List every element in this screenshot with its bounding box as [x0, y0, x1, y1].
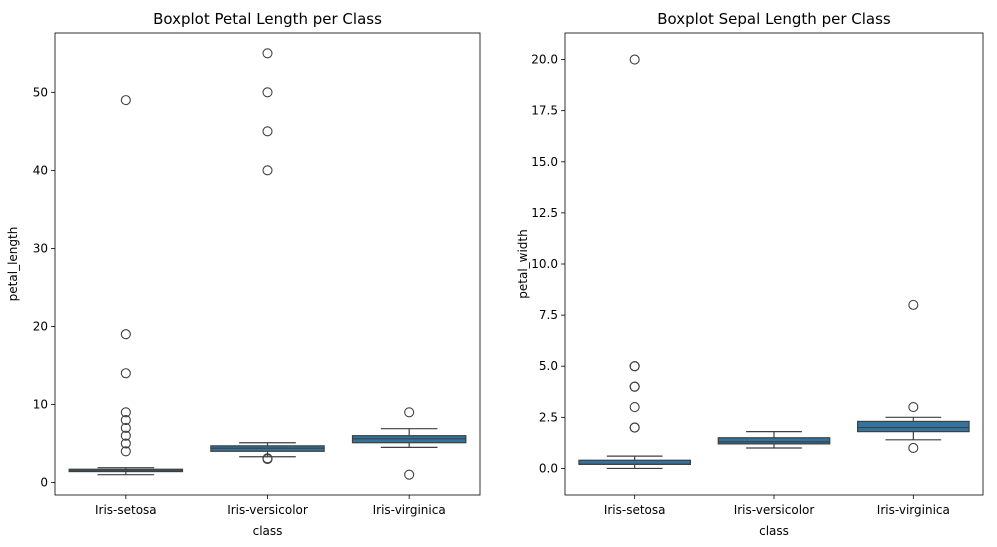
- panel-2-outlier-point: [629, 361, 640, 372]
- panel-1-y-tick-label: 30: [33, 241, 48, 255]
- panel-2-y-tick-label: 20.0: [531, 53, 558, 67]
- panel-1-outlier-point: [404, 407, 415, 418]
- panel-1-x-axis-label: class: [253, 524, 283, 538]
- panel-1-outlier-point: [120, 407, 131, 418]
- panel-2-box-iris-versicolor: [717, 437, 831, 445]
- panel-1-outlier-point: [120, 430, 131, 441]
- panel-2-y-tick-label: 0.0: [539, 461, 558, 475]
- panel-2-y-tick-label: 12.5: [531, 206, 558, 220]
- panel-2-outlier-point: [908, 299, 919, 310]
- panel-2-outlier-point: [908, 442, 919, 454]
- panel-1-outlier-point: [120, 368, 131, 379]
- panel-1-plot-frame: [54, 32, 481, 496]
- panel-2-outlier-point: [629, 381, 640, 392]
- panel-1-outlier-point: [120, 95, 131, 106]
- panel-2-y-tick-label: 2.5: [539, 410, 558, 424]
- panel-2-outlier-point: [629, 54, 640, 65]
- panel-1-outlier-point: [404, 469, 415, 480]
- panel-1-outlier-point: [120, 446, 131, 457]
- panel-1-outlier-point: [120, 329, 131, 340]
- panel-2-y-axis-label: petal_width: [516, 229, 530, 298]
- panel-2-plot-frame: [564, 32, 984, 496]
- panel-1-outlier-point: [262, 48, 273, 59]
- panel-1-outlier-point: [262, 126, 273, 137]
- panel-1-x-tick-label: Iris-virginica: [373, 503, 446, 517]
- panel-2-y-tick-label: 10.0: [531, 257, 558, 271]
- panel-1-y-tick-label: 10: [33, 397, 48, 411]
- panel-1-chart-title: Boxplot Petal Length per Class: [153, 10, 382, 28]
- panel-2-outlier-point: [629, 402, 640, 413]
- panel-2-x-tick-label: Iris-virginica: [877, 503, 950, 517]
- panel-1-outlier-point: [120, 415, 131, 426]
- panel-2-y-tick-label: 15.0: [531, 155, 558, 169]
- panel-1-outlier-point: [262, 453, 273, 464]
- panel-2-box-iris-setosa: [578, 459, 692, 465]
- panel-2-y-tick-label: 5.0: [539, 359, 558, 373]
- panel-2-x-tick-label: Iris-setosa: [604, 503, 666, 517]
- panel-2-y-tick-label: 17.5: [531, 104, 558, 118]
- panel-1-y-tick-label: 40: [33, 163, 48, 177]
- panel-1-outlier-point: [262, 87, 273, 98]
- panel-1-x-tick-label: Iris-setosa: [95, 503, 157, 517]
- panel-1-outlier-point: [262, 165, 273, 176]
- panel-2-chart-title: Boxplot Sepal Length per Class: [657, 10, 891, 28]
- panel-2-y-tick-label: 7.5: [539, 308, 558, 322]
- panel-2-outlier-point: [629, 422, 640, 433]
- panel-2-outlier-point: [908, 402, 919, 413]
- panel-2-box-iris-virginica: [856, 420, 970, 433]
- panel-1-y-axis-label: petal_length: [6, 227, 20, 302]
- panel-2-x-axis-label: class: [759, 524, 789, 538]
- panel-1-y-tick-label: 0: [40, 476, 48, 490]
- panel-1-y-tick-label: 20: [33, 319, 48, 333]
- panel-1-outlier-point: [120, 438, 131, 449]
- panel-1-x-tick-label: Iris-versicolor: [227, 503, 308, 517]
- panel-1-y-tick-label: 50: [33, 85, 48, 99]
- panel-1-outlier-point: [120, 422, 131, 433]
- panel-2-x-tick-label: Iris-versicolor: [734, 503, 815, 517]
